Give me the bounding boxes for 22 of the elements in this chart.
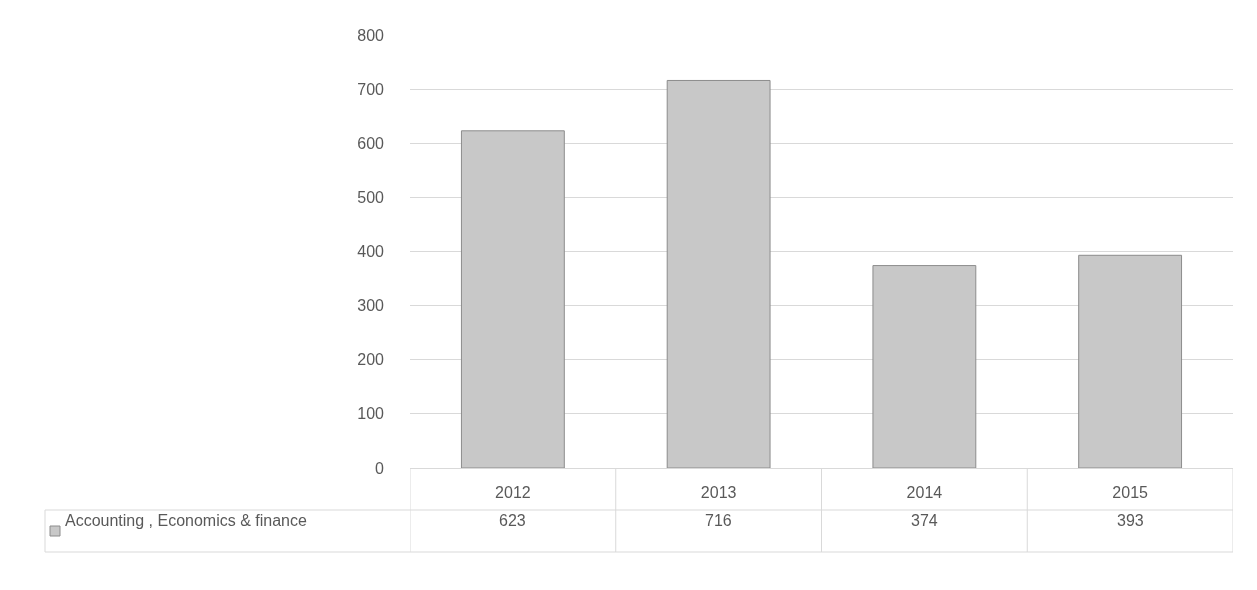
- y-tick-label: 600: [357, 134, 385, 152]
- x-tick-label: 2015: [1112, 484, 1149, 502]
- data-label: 374: [911, 512, 938, 529]
- y-tick-label: 800: [357, 26, 385, 44]
- y-tick-label: 700: [357, 80, 385, 98]
- data-label: 716: [705, 512, 732, 529]
- data-label: 623: [499, 512, 526, 529]
- y-tick-label: 100: [357, 405, 385, 423]
- y-tick-label: 500: [357, 188, 385, 206]
- legend-label: Accounting , Economics & finance: [65, 512, 308, 529]
- x-tick-label: 2014: [906, 484, 943, 502]
- data-label: 393: [1117, 512, 1144, 529]
- x-tick-label: 2012: [495, 484, 531, 502]
- y-tick-label: 300: [357, 297, 385, 315]
- bar: [666, 79, 771, 468]
- y-tick-label: 200: [357, 351, 385, 369]
- x-tick-label: 2013: [700, 484, 737, 502]
- y-tick-label: 0: [375, 459, 385, 477]
- bar: [1078, 254, 1183, 468]
- y-tick-label: 400: [357, 243, 385, 261]
- bar: [460, 130, 565, 468]
- bar: [872, 265, 977, 468]
